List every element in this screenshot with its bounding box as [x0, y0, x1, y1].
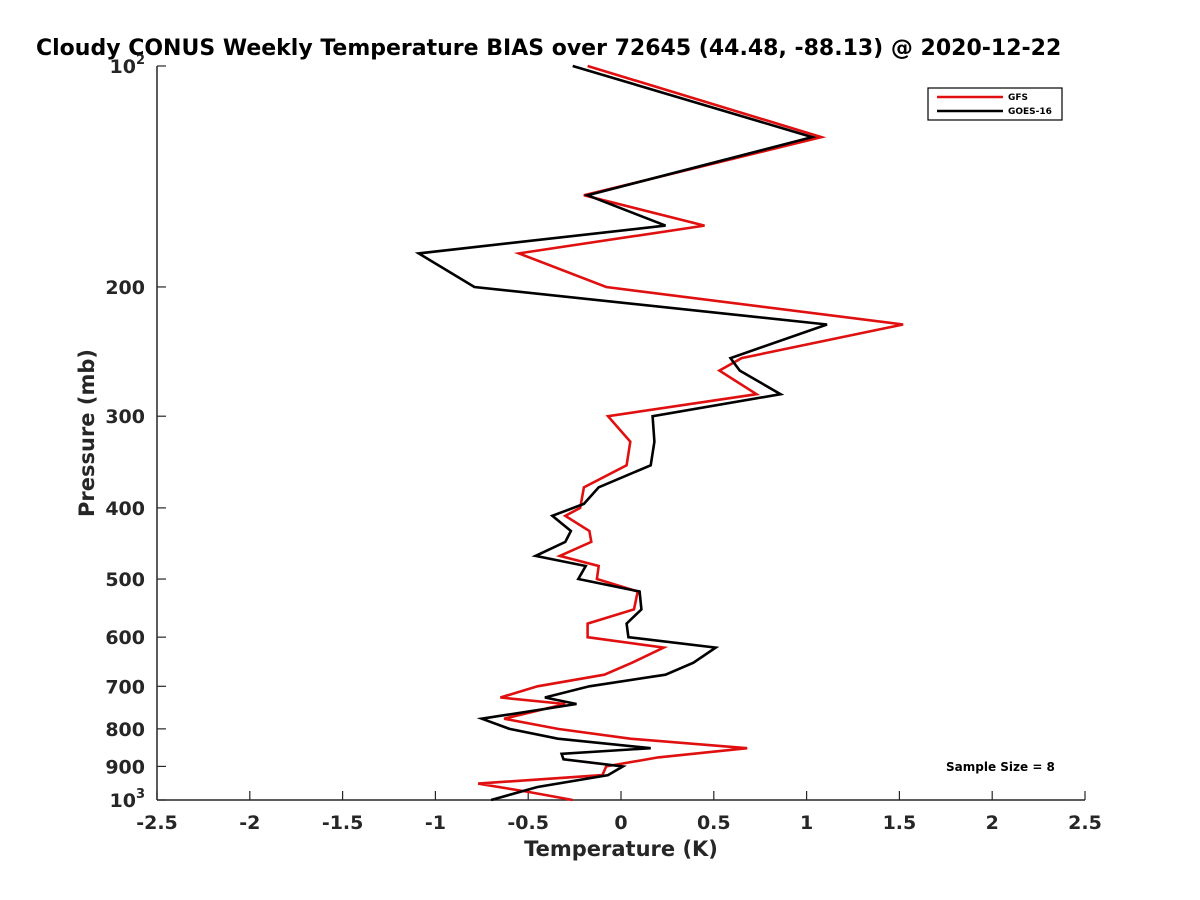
y-tick-label: 800	[105, 719, 145, 741]
series-layer	[414, 64, 904, 802]
x-tick-label: 2	[986, 812, 999, 834]
y-tick-label: 103	[110, 787, 146, 812]
x-tick-label: 1.5	[883, 812, 917, 834]
x-tick-label: -1	[425, 812, 446, 834]
legend-label-goes16: GOES-16	[1008, 107, 1052, 117]
series-line-gfs	[477, 64, 904, 802]
chart-title: Cloudy CONUS Weekly Temperature BIAS ove…	[36, 36, 1061, 61]
y-tick-label: 700	[105, 676, 145, 698]
y-tick-label: 400	[105, 498, 145, 520]
x-axis-label: Temperature (K)	[524, 837, 718, 861]
x-tick-label: 1	[800, 812, 813, 834]
sample-size-annotation: Sample Size = 8	[946, 760, 1055, 774]
x-tick-label: -2	[239, 812, 260, 834]
x-tick-label: 0	[614, 812, 627, 834]
x-tick-label: -1.5	[322, 812, 364, 834]
x-tick-label: -0.5	[507, 812, 549, 834]
x-tick-label: 0.5	[697, 812, 731, 834]
series-line-goes16	[414, 64, 828, 802]
y-tick-label: 600	[105, 627, 145, 649]
y-tick-label: 500	[105, 569, 145, 591]
legend-label-gfs: GFS	[1008, 93, 1028, 103]
y-tick-label: 900	[105, 756, 145, 778]
x-tick-label: 2.5	[1068, 812, 1102, 834]
y-tick-label: 200	[105, 277, 145, 299]
y-axis-label: Pressure (mb)	[75, 349, 99, 517]
axis-ticks: -2.5 -2 -1.5 -1 -0.5 0 0.5 1 1.5 2 2.5 102 200 300 400…	[105, 53, 1102, 834]
legend: GFS GOES-16	[927, 87, 1063, 121]
legend-box	[927, 87, 1063, 121]
y-tick-label: 300	[105, 406, 145, 428]
y-tick-label: 102	[110, 53, 146, 78]
x-tick-label: -2.5	[136, 812, 178, 834]
